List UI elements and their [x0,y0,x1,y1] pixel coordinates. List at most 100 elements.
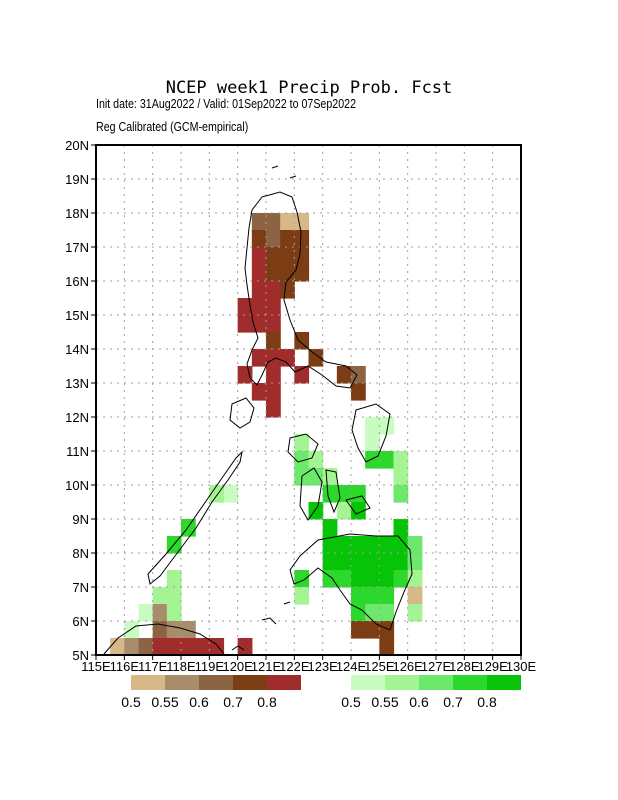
prob-cell [181,638,196,656]
prob-cell [393,451,409,469]
dry-legend-label: 0.55 [151,694,178,710]
prob-cell [110,638,125,656]
prob-cell [251,349,267,367]
prob-cell [379,451,395,469]
coastline-borneo [103,623,225,655]
prob-cell [251,281,267,299]
prob-cell [379,638,395,656]
coastline-luzon [244,191,358,389]
lat-label: 11N [66,444,89,459]
coastline-mindoro [229,397,255,429]
prob-cell [351,621,366,639]
lat-label: 19N [65,172,89,187]
prob-cell [181,621,196,639]
lon-label: 125E [364,659,395,674]
prob-cell [294,213,310,231]
prob-cell [237,638,253,656]
longitude-labels: 115E116E117E118E119E120E121E122E123E124E… [81,659,536,674]
coastline-palawan [147,450,243,585]
prob-cell [237,366,253,384]
dry-legend-label: 0.8 [257,694,277,710]
lon-label: 115E [81,659,111,674]
prob-cell [365,553,380,571]
wet-legend-swatch [453,675,487,690]
prob-cell [351,485,366,503]
wet-legend-label: 0.55 [371,694,398,710]
coastline-samar [351,403,391,463]
prob-cell [124,621,140,639]
prob-cell [280,230,295,248]
lon-label: 128E [449,659,480,674]
prob-cell [294,230,310,248]
wet-legend-swatch [487,675,521,690]
prob-cell [365,621,380,639]
lat-label: 17N [65,240,89,255]
map-frame [95,144,522,656]
prob-cell [393,570,409,588]
coastline-sulu [231,601,291,651]
prob-cell [322,553,338,571]
lat-label: 8N [72,546,89,561]
dry-legend-label: 0.7 [223,694,243,710]
prob-cell [308,451,324,469]
legend: 0.5 0.55 0.6 0.7 0.8 0.5 0.55 0.6 0.7 0.8 [121,675,521,710]
prob-cell [195,638,210,656]
subtitle-dates: Init date: 31Aug2022 / Valid: 01Sep2022 … [96,96,357,111]
prob-cell [251,264,267,282]
prob-cell [351,587,366,605]
prob-cell [152,621,168,639]
prob-cell [166,570,182,588]
wet-legend-label: 0.5 [341,694,361,710]
prob-cell [294,247,310,265]
lat-label: 13N [65,376,89,391]
lat-label: 6N [72,614,89,629]
probability-cells [110,213,423,656]
prob-cell [336,366,352,384]
gridlines [96,145,521,655]
prob-cell [266,247,281,265]
prob-cell [407,604,423,622]
wet-legend-label: 0.7 [443,694,463,710]
prob-cell [251,213,267,231]
lon-label: 129E [477,659,508,674]
wet-legend-swatch [351,675,385,690]
prob-cell [294,332,310,350]
prob-cell [322,536,338,554]
latitude-labels: 20N 19N 18N 17N 16N 15N 14N 13N 12N 11N 10N 9N 8N 7N 6… [65,138,89,663]
prob-cell [365,587,380,605]
coastline-babuyan [271,165,297,179]
prob-cell [294,570,310,588]
dry-legend-swatch [267,675,301,690]
prob-cell [280,281,295,299]
prob-cell [166,587,182,605]
prob-cell [393,468,409,486]
prob-cell [322,519,338,537]
prob-cell [365,417,380,435]
prob-cell [351,570,366,588]
prob-cell [379,417,395,435]
prob-cell [351,553,366,571]
prob-cell [336,502,352,520]
prob-cell [365,604,380,622]
prob-cell [266,298,281,316]
prob-cell [351,502,366,520]
dry-legend-swatch [233,675,267,690]
prob-cell [138,604,154,622]
prob-cell [336,485,352,503]
prob-cell [393,553,409,571]
prob-cell [407,553,423,571]
prob-cell [237,298,253,316]
prob-cell [351,604,366,622]
prob-cell [336,570,352,588]
dry-legend-swatch [165,675,199,690]
wet-legend-label: 0.6 [409,694,429,710]
prob-cell [308,502,324,520]
prob-cell [166,621,182,639]
prob-cell [393,519,409,537]
prob-cell [393,536,409,554]
prob-cell [322,485,338,503]
prob-cell [365,570,380,588]
lat-label: 15N [65,308,89,323]
prob-cell [266,383,281,401]
